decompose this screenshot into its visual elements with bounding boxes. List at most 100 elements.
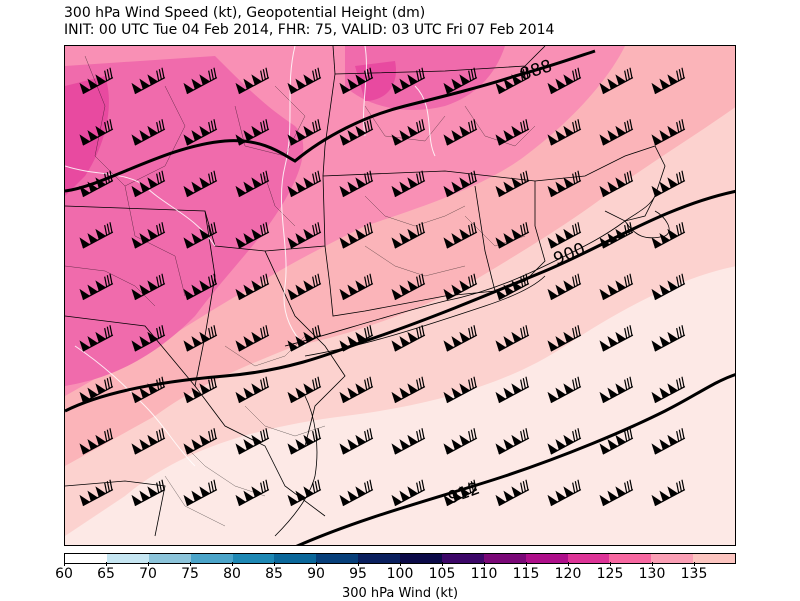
wind-barb-icon [131, 325, 166, 352]
colorbar-segment [148, 554, 191, 563]
contour-888 [65, 49, 596, 193]
colorbar-segment [525, 554, 568, 563]
wind-barb-icon [79, 325, 114, 352]
wind-barb-icon [131, 428, 166, 455]
wind-barb-icon [235, 119, 270, 146]
colorbar-tick-label: 135 [680, 566, 708, 582]
wind-barb-icon [339, 222, 374, 249]
wind-barb-icon [547, 273, 582, 301]
colorbar-segment [651, 554, 694, 563]
wind-barb-icon [651, 119, 686, 146]
wind-barb-icon [339, 170, 374, 198]
wind-barb-icon [443, 170, 478, 198]
colorbar-tick-mark [358, 562, 359, 566]
wind-barb-icon [547, 67, 582, 95]
wind-barb-icon [339, 428, 374, 455]
wind-barb-icon [79, 273, 114, 301]
wind-barb-icon [599, 222, 634, 249]
colorbar-tick-label: 110 [470, 566, 498, 582]
wind-barb-icon [79, 170, 114, 198]
rivers [65, 46, 436, 467]
wind-barb-icon [79, 428, 114, 455]
wind-barb-icon [79, 67, 114, 95]
wind-barb-icon [131, 376, 166, 404]
wind-barb-icon [651, 325, 686, 352]
wind-barb-icon [235, 273, 270, 301]
wind-barb-icon [391, 67, 426, 95]
wind-barb-icon [183, 376, 218, 404]
wind-barb-icon [183, 222, 218, 249]
colorbar-segment [483, 554, 526, 563]
wind-barb-icon [287, 119, 322, 146]
wind-barb-icon [287, 273, 322, 301]
wind-barb-icon [443, 428, 478, 455]
map-panel: 888 900 912 [64, 45, 736, 546]
colorbar-tick-label: 120 [554, 566, 582, 582]
wind-barb-icon [547, 119, 582, 146]
wind-barb-icon [391, 170, 426, 198]
colorbar-tick-label: 70 [139, 566, 157, 582]
fill-strong-pink [65, 56, 304, 386]
wind-barb-icon [495, 428, 530, 455]
wind-barb-icon [547, 325, 582, 352]
wind-barbs [79, 67, 686, 507]
wind-barb-icon [339, 479, 374, 507]
colorbar-tick-mark [694, 562, 695, 566]
map-canvas: 888 900 912 [65, 46, 735, 545]
colorbar-segment [567, 554, 610, 563]
wind-barb-icon [235, 170, 270, 198]
colorbar-segment [693, 554, 735, 563]
wind-barb-icon [131, 479, 166, 507]
wind-barb-icon [287, 376, 322, 404]
colorbar-tick-mark [652, 562, 653, 566]
wind-barb-icon [339, 119, 374, 146]
colorbar-tick-label: 65 [97, 566, 115, 582]
wind-barb-icon [547, 222, 582, 249]
colorbar-tick-mark [232, 562, 233, 566]
wind-barb-icon [443, 222, 478, 249]
wind-barb-icon [599, 170, 634, 198]
wind-barb-icon [183, 170, 218, 198]
colorbar-tick-mark [316, 562, 317, 566]
wind-barb-icon [651, 376, 686, 404]
colorbar-tick-label: 95 [349, 566, 367, 582]
state-boundaries [65, 46, 666, 537]
wind-barb-icon [79, 119, 114, 146]
colorbar-tick-mark [484, 562, 485, 566]
wind-barb-icon [547, 479, 582, 507]
fill-magenta [65, 76, 109, 196]
wind-barb-icon [183, 428, 218, 455]
wind-barb-icon [651, 67, 686, 95]
wind-barb-icon [235, 479, 270, 507]
wind-barb-icon [339, 67, 374, 95]
wind-barb-icon [495, 273, 530, 301]
wind-barb-icon [79, 479, 114, 507]
wind-barb-icon [599, 479, 634, 507]
wind-barb-icon [339, 376, 374, 404]
colorbar-tick-mark [64, 562, 65, 566]
colorbar-tick-label: 60 [55, 566, 73, 582]
colorbar-tick-mark [442, 562, 443, 566]
wind-barb-icon [495, 376, 530, 404]
wind-barb-icon [287, 428, 322, 455]
wind-barb-icon [131, 170, 166, 198]
colorbar-tick-mark [148, 562, 149, 566]
wind-barb-icon [599, 376, 634, 404]
wind-barb-icon [287, 67, 322, 95]
colorbar-tick-mark [526, 562, 527, 566]
colorbar-tick-label: 105 [428, 566, 456, 582]
wind-barb-icon [79, 376, 114, 404]
colorbar-tick-label: 125 [596, 566, 624, 582]
wind-barb-icon [183, 325, 218, 352]
wind-barb-icon [235, 325, 270, 352]
wind-barb-icon [391, 273, 426, 301]
colorbar-tick-label: 80 [223, 566, 241, 582]
wind-barb-icon [339, 325, 374, 352]
colorbar-segment [274, 554, 317, 563]
wind-barb-icon [131, 67, 166, 95]
wind-barb-icon [599, 428, 634, 455]
contour-912 [295, 373, 735, 545]
colorbar-tick-mark [274, 562, 275, 566]
wind-barb-icon [391, 479, 426, 507]
chart-title: 300 hPa Wind Speed (kt), Geopotential He… [64, 5, 426, 21]
